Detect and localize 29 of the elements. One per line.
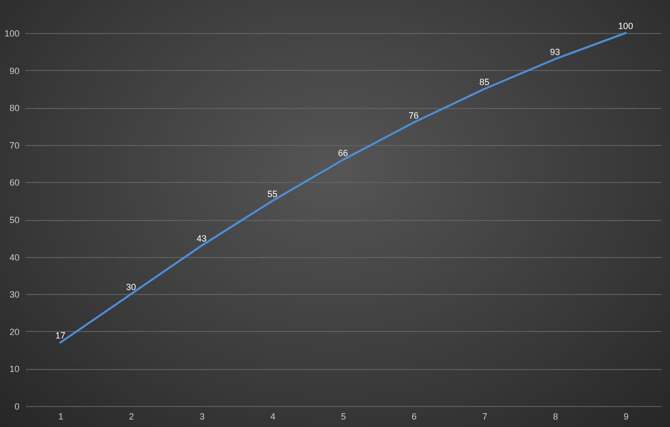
y-tick-label: 10 [9,364,20,374]
data-label: 17 [55,330,66,341]
y-tick-label: 70 [9,140,20,150]
x-tick-label: 9 [624,412,629,422]
y-tick-label: 90 [9,66,20,76]
data-label: 85 [479,76,490,87]
data-label: 66 [338,148,348,158]
x-tick-label: 8 [552,412,558,422]
x-tick-label: 3 [200,412,205,422]
y-tick-label: 0 [14,402,20,412]
x-tick-label: 6 [412,412,417,422]
y-tick-label: 60 [9,178,20,188]
data-label: 30 [126,282,136,292]
y-tick-label: 30 [9,290,20,300]
x-tick-label: 7 [482,412,488,422]
x-tick-label: 4 [270,412,276,422]
y-tick-label: 50 [9,215,20,225]
x-tick-label: 2 [128,412,134,422]
data-label: 100 [618,21,634,31]
x-tick-label: 1 [58,412,64,422]
data-label: 76 [408,110,419,121]
y-tick-label: 80 [9,103,20,114]
y-tick-label: 20 [9,326,20,337]
x-tick-label: 5 [340,412,346,422]
y-tick-label: 100 [4,28,20,38]
data-label: 93 [550,47,560,58]
data-label: 55 [267,188,278,199]
data-label: 43 [196,234,207,244]
y-tick-label: 40 [9,252,20,262]
